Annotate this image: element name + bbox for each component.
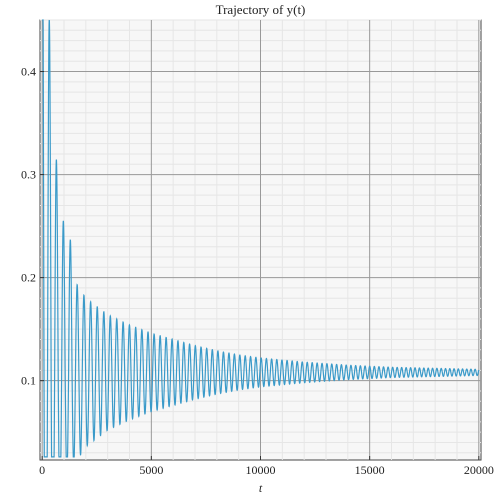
x-tick-label: 0 [39, 463, 45, 477]
y-tick-label: 0.3 [21, 168, 36, 182]
series-layer [42, 19, 480, 458]
chart-title: Trajectory of y(t) [216, 2, 306, 17]
x-axis-label: t [259, 481, 263, 495]
y-tick-labels: 0.1 0.2 0.3 0.4 [21, 65, 36, 388]
x-tick-label: 10000 [246, 463, 276, 477]
x-tick-label: 20000 [464, 463, 494, 477]
x-tick-label: 15000 [355, 463, 385, 477]
series-line-0 [42, 19, 480, 458]
ticks-layer [40, 71, 480, 460]
major-grid [40, 20, 481, 460]
x-tick-labels: 0 5000 10000 15000 20000 [39, 463, 494, 477]
y-tick-label: 0.1 [21, 374, 36, 388]
y-tick-label: 0.4 [21, 65, 36, 79]
y-tick-label: 0.2 [21, 271, 36, 285]
x-tick-label: 5000 [139, 463, 163, 477]
